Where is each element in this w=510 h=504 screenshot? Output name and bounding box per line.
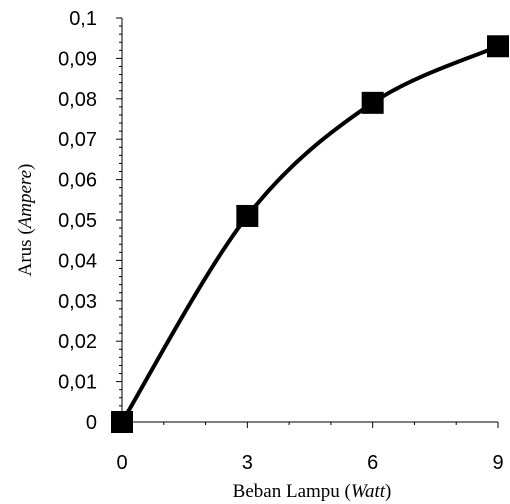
y-tick-label: 0,04 xyxy=(58,250,97,272)
y-tick-label: 0,03 xyxy=(58,291,97,313)
x-tick-label: 0 xyxy=(116,452,127,474)
x-tick-label: 6 xyxy=(367,452,378,474)
series-line xyxy=(120,44,499,424)
y-tick-label: 0,02 xyxy=(58,331,97,353)
data-point-marker xyxy=(111,411,133,433)
x-axis-title-suffix: ) xyxy=(385,481,391,502)
data-point-marker xyxy=(236,204,259,227)
data-point-marker xyxy=(487,35,509,58)
y-tick-label: 0,05 xyxy=(58,210,97,232)
y-tick-label: 0,06 xyxy=(58,170,97,192)
y-axis-title-italic: Ampere xyxy=(15,170,36,230)
series-layer xyxy=(111,35,509,433)
y-tick-label: 0,09 xyxy=(58,48,97,70)
x-axis-title: Beban Lampu (Watt) xyxy=(233,481,392,502)
y-axis-title-suffix: ) xyxy=(15,164,36,170)
y-tick-label: 0,1 xyxy=(69,8,97,30)
y-tick-label: 0,01 xyxy=(58,372,97,394)
y-tick-label: 0 xyxy=(86,412,97,434)
x-axis-ticks: 0 3 6 9 xyxy=(116,422,504,474)
y-axis-title-plain: Arus ( xyxy=(15,228,36,276)
y-tick-label: 0,07 xyxy=(58,129,97,151)
y-axis-ticks: 0 0,01 0,02 0,03 0,04 0,05 0,06 0,07 0,08 0,09 0,1 xyxy=(58,8,122,434)
x-tick-label: 9 xyxy=(492,452,503,474)
x-axis-title-plain: Beban Lampu ( xyxy=(233,481,351,502)
x-tick-label: 3 xyxy=(242,452,253,474)
data-point-marker xyxy=(361,91,384,114)
y-tick-label: 0,08 xyxy=(58,89,97,111)
x-axis-title-italic: Watt xyxy=(351,481,386,502)
y-axis-title: Arus (Ampere) xyxy=(15,164,36,277)
